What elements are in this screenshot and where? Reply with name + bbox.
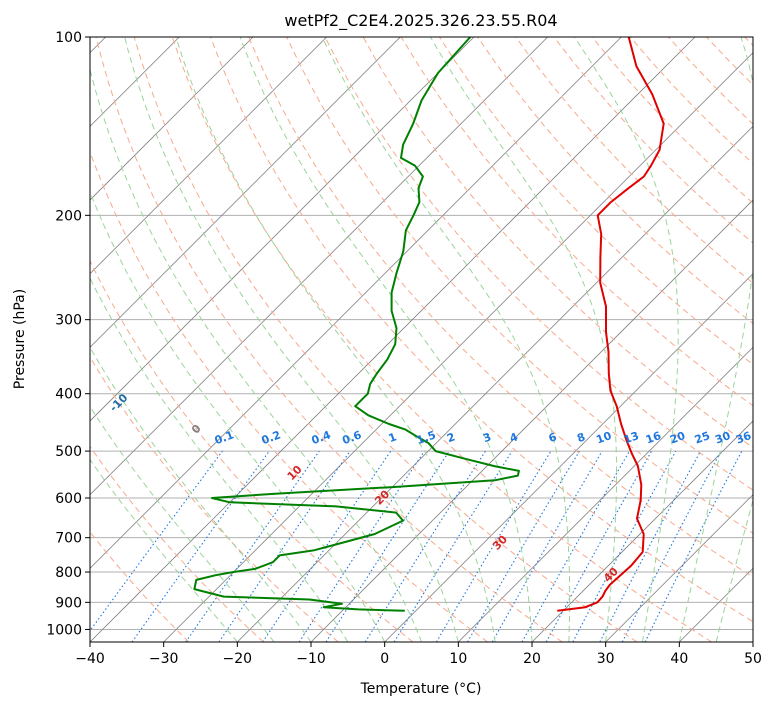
x-tick-label: 40 xyxy=(670,651,688,667)
x-tick-label: −20 xyxy=(223,651,253,667)
y-tick-label: 700 xyxy=(55,531,82,547)
x-tick-label: 10 xyxy=(449,651,467,667)
mixing-ratio-line xyxy=(131,450,270,642)
mixing-ratio-label: 0.4 xyxy=(310,428,333,447)
mixing-ratio-line xyxy=(325,450,450,642)
mixing-ratio-label: 10 xyxy=(594,429,613,447)
mixing-ratio-line xyxy=(393,450,513,642)
mixing-ratio-line xyxy=(262,450,392,642)
skewed-isotherm xyxy=(90,37,475,422)
dewpoint-profile-line xyxy=(193,37,520,612)
x-tick-label: 20 xyxy=(523,651,541,667)
mixing-ratio-label: 30 xyxy=(713,429,732,447)
skewed-isotherm xyxy=(163,52,753,642)
mixing-ratio-label: 8 xyxy=(575,430,587,445)
y-tick-label: 400 xyxy=(55,387,82,403)
moist-adiabat-line xyxy=(90,190,386,642)
mixing-ratio-line xyxy=(545,450,653,642)
dry-adiabat-line xyxy=(90,259,414,642)
x-tick-label: −30 xyxy=(149,651,179,667)
dry-adiabat-line xyxy=(515,37,753,284)
x-tick-label: 50 xyxy=(744,651,762,667)
dry-adiabat-line xyxy=(95,37,563,642)
axes: −40 −30 −20 −10 0 10 20 30 40 5010020030040050060… xyxy=(46,30,762,667)
skewed-isotherm xyxy=(90,37,548,496)
skewed-isotherm xyxy=(531,420,753,642)
mixing-ratio-line xyxy=(185,450,320,642)
skewed-isotherm xyxy=(384,273,753,642)
skewed-isotherm xyxy=(90,37,254,201)
mixing-ratio-line xyxy=(298,450,425,642)
temperature-profile-line xyxy=(557,37,665,612)
mixing-ratio-label: 4 xyxy=(508,430,520,445)
mixing-ratio-line xyxy=(218,450,351,642)
mixing-ratio-line xyxy=(572,450,677,642)
moist-adiabat-line xyxy=(573,37,679,642)
mixing-ratio-label: 13 xyxy=(622,429,641,446)
skewed-isotherm xyxy=(90,37,622,569)
mixing-ratio-label: 16 xyxy=(644,429,663,447)
mixing-ratio-label: 1.5 xyxy=(415,428,438,447)
chart-title: wetPf2_C2E4.2025.326.23.55.R04 xyxy=(284,11,557,31)
moist-adiabat-line xyxy=(90,405,275,642)
y-tick-label: 200 xyxy=(55,208,82,224)
skewed-isotherm xyxy=(237,125,753,642)
moist-adiabat-line xyxy=(90,346,312,642)
mixing-ratio-line xyxy=(90,450,223,632)
skewed-isotherm xyxy=(90,37,401,348)
skewed-isotherm xyxy=(605,494,753,642)
y-tick-label: 500 xyxy=(55,444,82,460)
mixing-ratio-label: 25 xyxy=(693,429,712,446)
mixing-ratio-label: 0.6 xyxy=(341,428,364,447)
dry-adiabat-line xyxy=(210,37,753,623)
moist-adiabat-line xyxy=(90,458,238,642)
moist-adiabat-line xyxy=(90,67,422,642)
y-tick-label: 800 xyxy=(55,565,82,581)
dry-adiabat-line xyxy=(133,37,638,642)
x-tick-label: −10 xyxy=(296,651,326,667)
dry-adiabat-line xyxy=(248,37,753,578)
mixing-ratio-label: 36 xyxy=(734,429,753,447)
plot-area xyxy=(90,37,753,642)
moist-adiabat-line xyxy=(429,37,617,642)
dry-adiabat-line xyxy=(171,37,712,642)
y-tick-label: 100 xyxy=(55,30,82,46)
moist-adiabat-line xyxy=(678,37,753,642)
mixing-ratio-label: 0.2 xyxy=(260,428,283,447)
x-tick-label: −40 xyxy=(75,651,105,667)
dry-adiabat-line xyxy=(324,37,753,491)
mixing-ratio-label: 0.1 xyxy=(213,428,236,447)
mixing-ratio-line xyxy=(521,450,630,642)
skewed-isotherm xyxy=(90,37,327,275)
dry-adiabat-line xyxy=(286,37,753,534)
mixing-ratio-label: 6 xyxy=(547,430,559,445)
x-axis-label: Temperature (°C) xyxy=(360,681,482,697)
mixing-ratio-label: 2 xyxy=(445,430,457,445)
x-tick-label: 0 xyxy=(380,651,389,667)
y-axis-label: Pressure (hPa) xyxy=(12,289,28,389)
skewed-isotherm xyxy=(458,346,753,642)
dry-adiabat-line xyxy=(90,356,339,642)
mixing-ratio-label: 20 xyxy=(668,429,687,447)
moist-adiabat-line xyxy=(175,37,496,642)
y-tick-label: 600 xyxy=(55,491,82,507)
moist-adiabat-line xyxy=(715,498,753,642)
moist-adiabat-line xyxy=(239,37,533,642)
moist-adiabat-line xyxy=(321,37,571,642)
x-tick-label: 30 xyxy=(597,651,615,667)
dry-adiabat-line xyxy=(90,445,264,642)
plot-frame xyxy=(89,36,754,643)
mixing-ratio-label: 1 xyxy=(387,430,399,445)
mixing-ratio-line xyxy=(644,450,743,642)
mixing-ratio-label: 3 xyxy=(481,430,493,445)
y-tick-label: 300 xyxy=(55,313,82,329)
y-tick-label: 1000 xyxy=(46,622,82,638)
y-tick-label: 900 xyxy=(55,595,82,611)
